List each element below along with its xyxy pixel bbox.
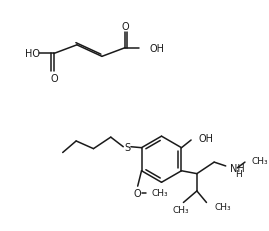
Text: H: H [235, 169, 242, 178]
Text: O: O [134, 188, 141, 198]
Text: HO: HO [25, 49, 40, 59]
Text: O: O [121, 21, 129, 31]
Text: CH₃: CH₃ [252, 156, 268, 165]
Text: OH: OH [199, 134, 214, 143]
Text: CH₃: CH₃ [214, 202, 231, 211]
Text: O: O [50, 73, 58, 83]
Text: CH₃: CH₃ [151, 188, 168, 198]
Text: CH₃: CH₃ [172, 205, 189, 214]
Text: S: S [124, 142, 130, 152]
Text: NH: NH [229, 163, 244, 173]
Text: OH: OH [150, 43, 165, 53]
